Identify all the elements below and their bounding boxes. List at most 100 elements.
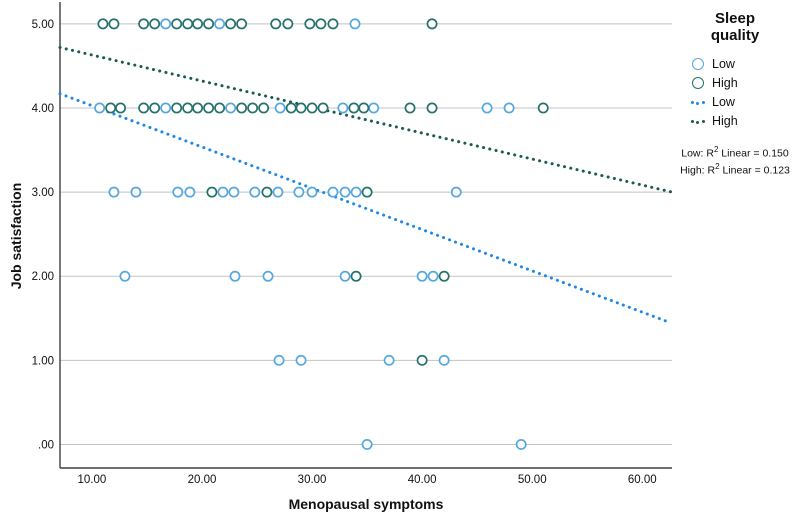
data-point-low [368, 102, 380, 114]
data-point-high [105, 102, 117, 114]
data-point-high [295, 102, 307, 114]
data-point-high [304, 18, 316, 30]
data-point-low [383, 354, 395, 366]
legend-item-label: High [712, 76, 738, 90]
data-point-low [327, 186, 339, 198]
data-point-low [214, 18, 226, 30]
data-point-low [481, 102, 493, 114]
legend-item-high-marker: High [690, 74, 794, 93]
data-point-low [293, 186, 305, 198]
data-point-high [138, 18, 150, 30]
data-point-high [203, 102, 215, 114]
data-point-low [229, 270, 241, 282]
y-tick-label: 1.00 [32, 355, 54, 367]
data-point-low [272, 186, 284, 198]
data-point-high [361, 186, 373, 198]
high-dotted-line-icon [690, 118, 705, 124]
data-point-high [149, 102, 161, 114]
legend-item-high-fitline: High [690, 112, 794, 131]
data-point-low [228, 186, 240, 198]
data-point-low [416, 270, 428, 282]
data-point-high [192, 18, 204, 30]
data-point-high [171, 102, 183, 114]
data-point-high [537, 102, 549, 114]
data-point-high [97, 18, 109, 30]
data-point-low [274, 102, 286, 114]
data-point-high [438, 270, 450, 282]
data-point-high [149, 18, 161, 30]
data-point-high [138, 102, 150, 114]
data-point-low [108, 186, 120, 198]
y-tick-label: 5.00 [32, 19, 54, 31]
data-point-low [225, 102, 237, 114]
legend-items: Low High Low High [690, 55, 794, 131]
data-point-low [450, 186, 462, 198]
data-point-low [361, 438, 373, 450]
data-point-low [160, 18, 172, 30]
x-tick-label: 20.00 [188, 474, 217, 486]
data-point-high [426, 18, 438, 30]
data-point-high [247, 102, 259, 114]
x-axis-title: Menopausal symptoms [288, 496, 444, 512]
data-point-high [182, 102, 194, 114]
x-tick-label: 40.00 [408, 474, 437, 486]
y-tick-label: 2.00 [32, 271, 54, 283]
legend: Sleep quality Low High Low High Low: R2 … [676, 10, 794, 179]
data-point-low [119, 270, 131, 282]
data-point-low [160, 102, 172, 114]
data-point-low [295, 354, 307, 366]
data-point-high [225, 18, 237, 30]
data-point-high [206, 186, 218, 198]
data-point-low [438, 354, 450, 366]
r-squared-high: High: R2 Linear = 0.123 [680, 162, 790, 177]
r-squared-annotations: Low: R2 Linear = 0.150 High: R2 Linear =… [676, 144, 794, 179]
legend-title: Sleep quality [710, 10, 760, 45]
data-point-high [426, 102, 438, 114]
fit-line-high [58, 45, 674, 194]
y-axis-title: Job satisfaction [8, 182, 24, 290]
y-tick-label: 4.00 [32, 103, 54, 115]
data-point-low [130, 186, 142, 198]
data-point-low [306, 186, 318, 198]
data-point-low [273, 354, 285, 366]
data-point-low [339, 270, 351, 282]
data-point-high [258, 102, 270, 114]
data-point-low [249, 186, 261, 198]
legend-item-label: Low [712, 57, 735, 71]
data-point-high [350, 270, 362, 282]
data-point-high [115, 102, 126, 114]
fit-line-low [58, 92, 672, 324]
x-tick-label: 10.00 [78, 474, 107, 486]
legend-item-low-fitline: Low [690, 93, 794, 112]
x-tick-label: 50.00 [518, 474, 547, 486]
y-tick-label: .00 [38, 439, 54, 451]
data-point-high [404, 102, 416, 114]
data-point-low [349, 18, 361, 30]
data-point-low [184, 186, 196, 198]
data-point-high [358, 102, 370, 114]
data-point-high [317, 102, 329, 114]
data-point-high [236, 102, 248, 114]
low-circle-marker-icon [690, 58, 705, 70]
y-tick-label: 3.00 [32, 187, 54, 199]
data-point-low [350, 186, 362, 198]
data-point-low [172, 186, 184, 198]
data-point-low [515, 438, 527, 450]
data-point-high [285, 102, 297, 114]
data-point-high [306, 102, 318, 114]
data-point-low [503, 102, 515, 114]
data-point-high [182, 18, 194, 30]
data-point-low [94, 102, 106, 114]
data-point-high [348, 102, 360, 114]
x-tick-label: 60.00 [628, 474, 657, 486]
data-point-high [416, 354, 428, 366]
data-point-high [171, 18, 183, 30]
data-point-high [270, 18, 282, 30]
data-point-high [192, 102, 204, 114]
data-point-low [337, 102, 349, 114]
data-point-high [236, 18, 248, 30]
x-tick-label: 30.00 [298, 474, 327, 486]
data-point-high [282, 18, 294, 30]
